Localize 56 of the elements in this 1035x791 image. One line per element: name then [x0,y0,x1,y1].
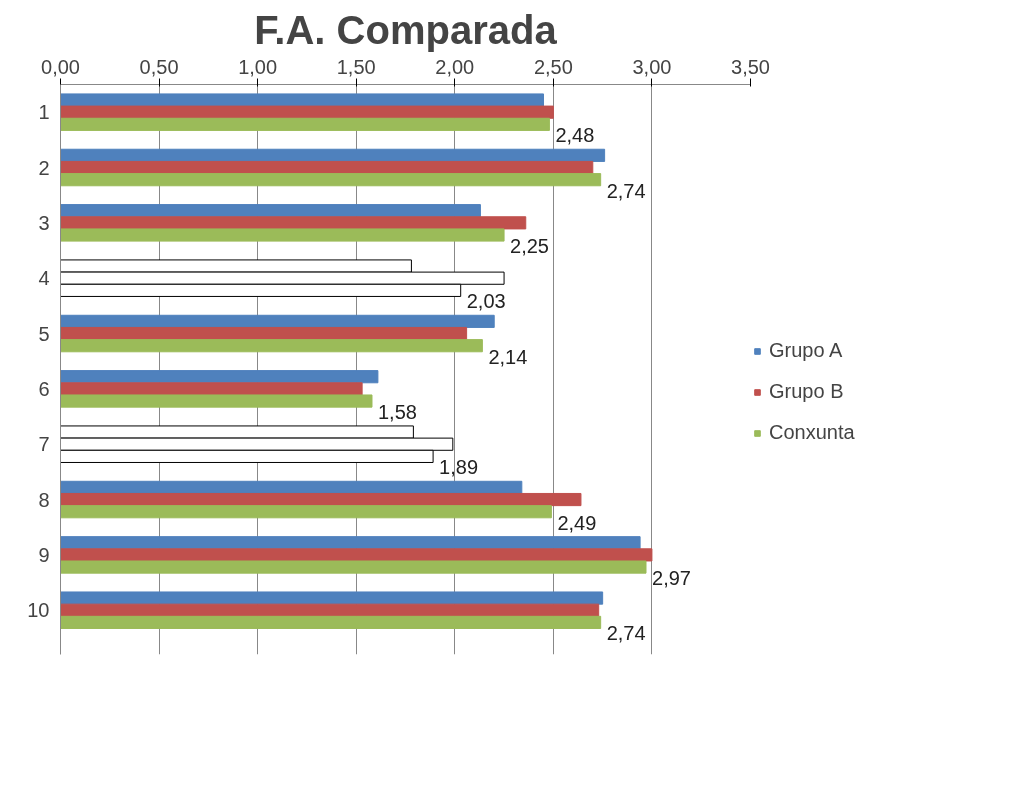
y-tick-label: 2 [38,156,50,179]
bar [60,314,495,328]
bar [60,173,602,187]
x-tick-label: 2,00 [435,55,475,78]
bar [60,339,483,353]
bar [60,204,481,218]
bar [60,326,468,341]
bar [60,560,647,574]
bar [60,216,527,230]
data-label: 1,89 [439,456,479,479]
bar [60,591,604,605]
legend-label: Grupo B [769,380,844,403]
y-tick-label: 9 [38,543,50,566]
y-tick-label: 3 [38,211,50,234]
data-label: 2,25 [510,235,550,258]
bar [60,370,379,384]
data-label: 2,74 [606,622,646,645]
bar [60,148,606,162]
bar [60,93,544,107]
x-tick-label: 0,50 [139,55,179,78]
bar [60,480,523,494]
bar [60,536,641,550]
x-tick-label: 1,50 [336,55,376,78]
y-tick-label: 7 [38,433,50,456]
y-tick-label: 10 [27,599,50,622]
data-label: 2,97 [652,567,691,590]
bar [60,105,554,119]
data-label: 2,03 [466,290,506,313]
legend-label: Conxunta [769,421,855,444]
bar [60,394,373,408]
x-tick-label: 3,50 [731,55,770,78]
bar [60,160,594,175]
y-tick-label: 8 [38,488,50,511]
y-tick-label: 4 [38,267,50,290]
bar [60,228,505,242]
y-tick-label: 5 [38,322,50,345]
bar [60,603,600,617]
bar [60,492,582,507]
data-label: 2,14 [488,345,528,368]
bar [60,615,602,629]
bar [60,117,550,131]
x-tick-label: 1,00 [238,55,278,78]
y-tick-label: 6 [38,377,50,400]
data-label: 2,49 [557,511,597,534]
x-tick-label: 3,00 [632,55,672,78]
bar [60,548,653,562]
legend-label: Grupo A [769,339,843,362]
x-tick-label: 2,50 [533,55,573,78]
data-label: 1,58 [377,401,417,424]
bar [60,382,363,396]
bar [60,505,552,519]
x-tick-label: 0,00 [41,55,80,78]
y-tick-label: 1 [38,101,50,124]
data-label: 2,74 [606,179,646,202]
data-label: 2,48 [555,124,595,147]
chart-title: F.A. Comparada [254,7,558,52]
